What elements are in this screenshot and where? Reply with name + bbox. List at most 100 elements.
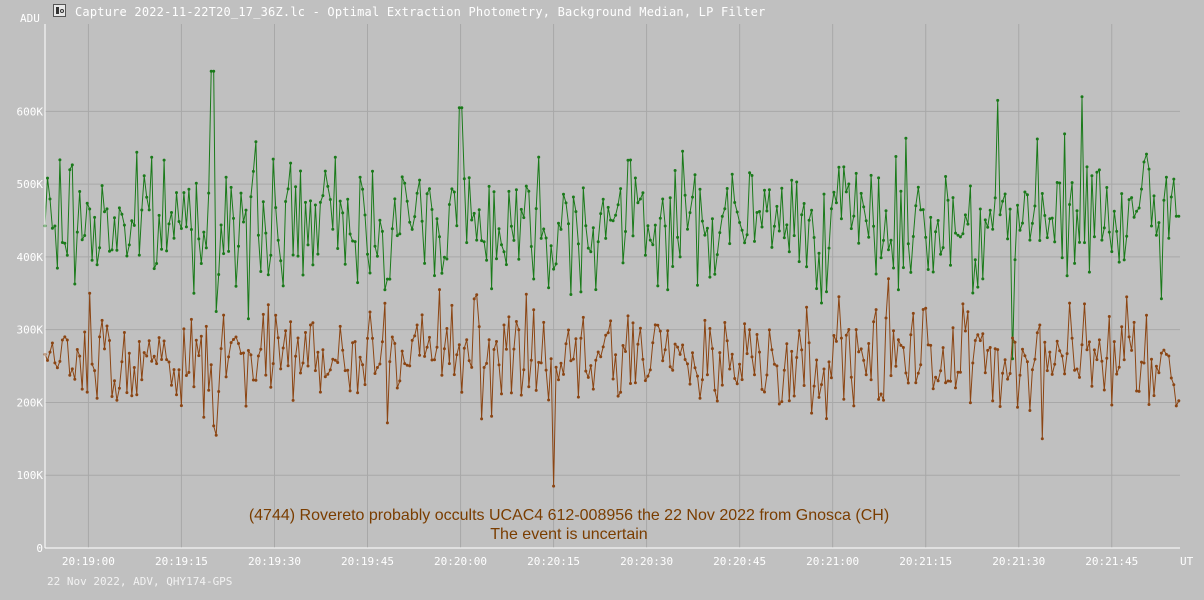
data-point (961, 232, 965, 236)
data-point (400, 349, 404, 353)
data-point (1016, 203, 1019, 207)
data-point (944, 381, 948, 385)
data-point (438, 235, 441, 239)
data-point (1110, 250, 1114, 254)
data-point (723, 321, 727, 324)
data-point (88, 291, 92, 295)
data-point (93, 215, 97, 219)
data-point (911, 311, 915, 315)
footer-info: 22 Nov 2022, ADV, QHY174-GPS (47, 575, 233, 588)
data-point (246, 317, 250, 321)
data-point (740, 228, 744, 232)
data-point (631, 234, 635, 238)
chart-app-icon[interactable] (53, 4, 66, 17)
data-point (978, 207, 982, 211)
data-point (103, 210, 106, 214)
data-point (323, 375, 327, 379)
data-point (753, 373, 756, 377)
data-point (187, 370, 191, 374)
data-point (939, 369, 943, 373)
data-point (1013, 258, 1017, 262)
data-point (678, 352, 682, 356)
data-point (683, 358, 687, 361)
data-point (63, 241, 67, 245)
data-point (1011, 336, 1014, 340)
data-point (720, 214, 724, 218)
data-point (192, 291, 196, 295)
data-point (197, 237, 201, 241)
data-point (242, 351, 245, 355)
data-point (276, 336, 280, 340)
data-point (509, 224, 513, 228)
data-point (596, 350, 600, 354)
data-point (673, 169, 677, 172)
data-point (849, 375, 853, 379)
data-point (495, 257, 498, 261)
data-point (919, 363, 923, 367)
data-point (504, 347, 508, 351)
data-point (562, 192, 565, 196)
data-point (626, 314, 630, 318)
data-point (326, 372, 330, 376)
data-point (155, 262, 159, 265)
data-point (184, 225, 188, 229)
data-point (194, 181, 198, 185)
data-point (1102, 226, 1106, 230)
data-point (832, 190, 836, 194)
data-point (802, 202, 806, 205)
data-point (232, 216, 235, 220)
data-point (1137, 206, 1141, 210)
data-point (1147, 403, 1151, 406)
data-point (720, 383, 724, 387)
data-point (584, 369, 588, 373)
data-point (162, 158, 166, 162)
data-point (834, 339, 838, 343)
data-point (899, 189, 903, 193)
data-point (624, 350, 627, 353)
data-point (313, 203, 317, 207)
data-point (857, 350, 861, 354)
data-point (363, 213, 367, 217)
data-point (750, 355, 754, 359)
data-point (882, 238, 885, 242)
data-point (559, 227, 563, 231)
data-point (1043, 340, 1047, 344)
data-point (820, 301, 823, 305)
data-point (115, 248, 119, 252)
y-tick-label: 300K (17, 324, 44, 337)
data-point (837, 295, 841, 299)
data-point (264, 231, 268, 235)
data-point (514, 320, 518, 323)
data-point (450, 303, 454, 307)
data-point (140, 208, 144, 212)
data-point (1023, 354, 1027, 358)
data-point (480, 239, 484, 243)
data-point (177, 220, 181, 223)
data-point (1048, 350, 1052, 354)
data-point (117, 386, 121, 390)
data-point (1058, 349, 1062, 353)
data-point (286, 364, 290, 368)
data-point (73, 377, 77, 381)
data-point (244, 404, 248, 408)
data-point (224, 375, 228, 379)
data-point (1053, 240, 1057, 244)
data-point (1112, 209, 1116, 213)
data-point (343, 369, 347, 373)
data-point (715, 253, 719, 257)
data-point (944, 175, 948, 178)
data-point (653, 223, 657, 227)
y-tick-label: 500K (17, 178, 44, 191)
data-point (1075, 367, 1079, 371)
data-point (567, 328, 570, 332)
data-point (113, 216, 116, 220)
data-point (1065, 274, 1069, 278)
data-point (743, 322, 747, 326)
data-point (705, 226, 709, 230)
window-title: Capture 2022-11-22T20_17_36Z.lc - Optima… (75, 5, 766, 19)
data-point (172, 236, 176, 240)
data-point (482, 366, 486, 369)
data-point (839, 336, 843, 340)
data-point (470, 218, 474, 222)
data-point (906, 381, 910, 385)
